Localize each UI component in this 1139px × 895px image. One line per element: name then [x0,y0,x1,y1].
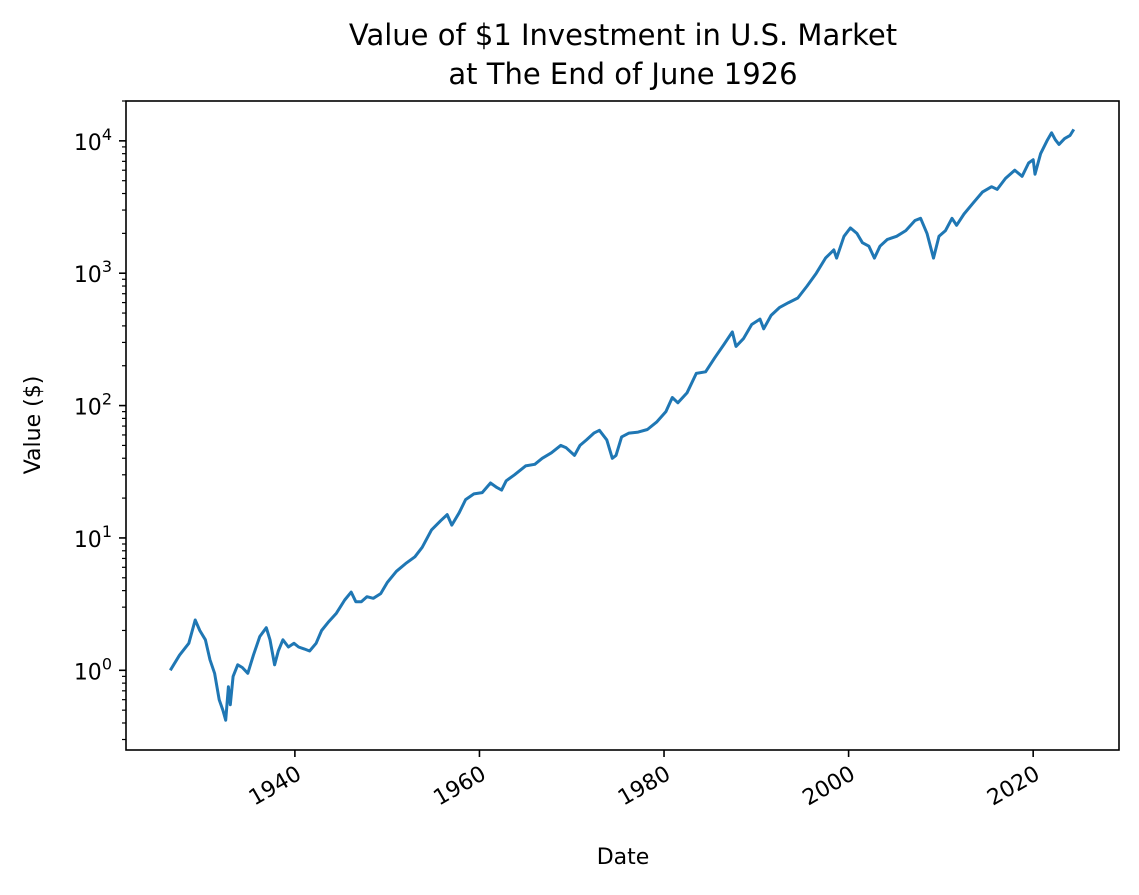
y-axis-label: Value ($) [21,376,46,475]
y-axis-minor-ticks [122,100,126,741]
y-tick-label: 102 [74,390,112,421]
series-line [169,128,1076,722]
y-axis: 100 101 102 103 104 [74,125,126,685]
y-tick-label: 101 [74,522,112,553]
y-tick-label: 103 [74,257,112,288]
y-tick-label: 104 [74,125,112,156]
y-tick-label: 100 [74,654,112,685]
x-axis-label: Date [597,845,650,870]
chart-title-line-2: at The End of June 1926 [448,57,797,91]
chart-title-line-1: Value of $1 Investment in U.S. Market [349,18,897,52]
